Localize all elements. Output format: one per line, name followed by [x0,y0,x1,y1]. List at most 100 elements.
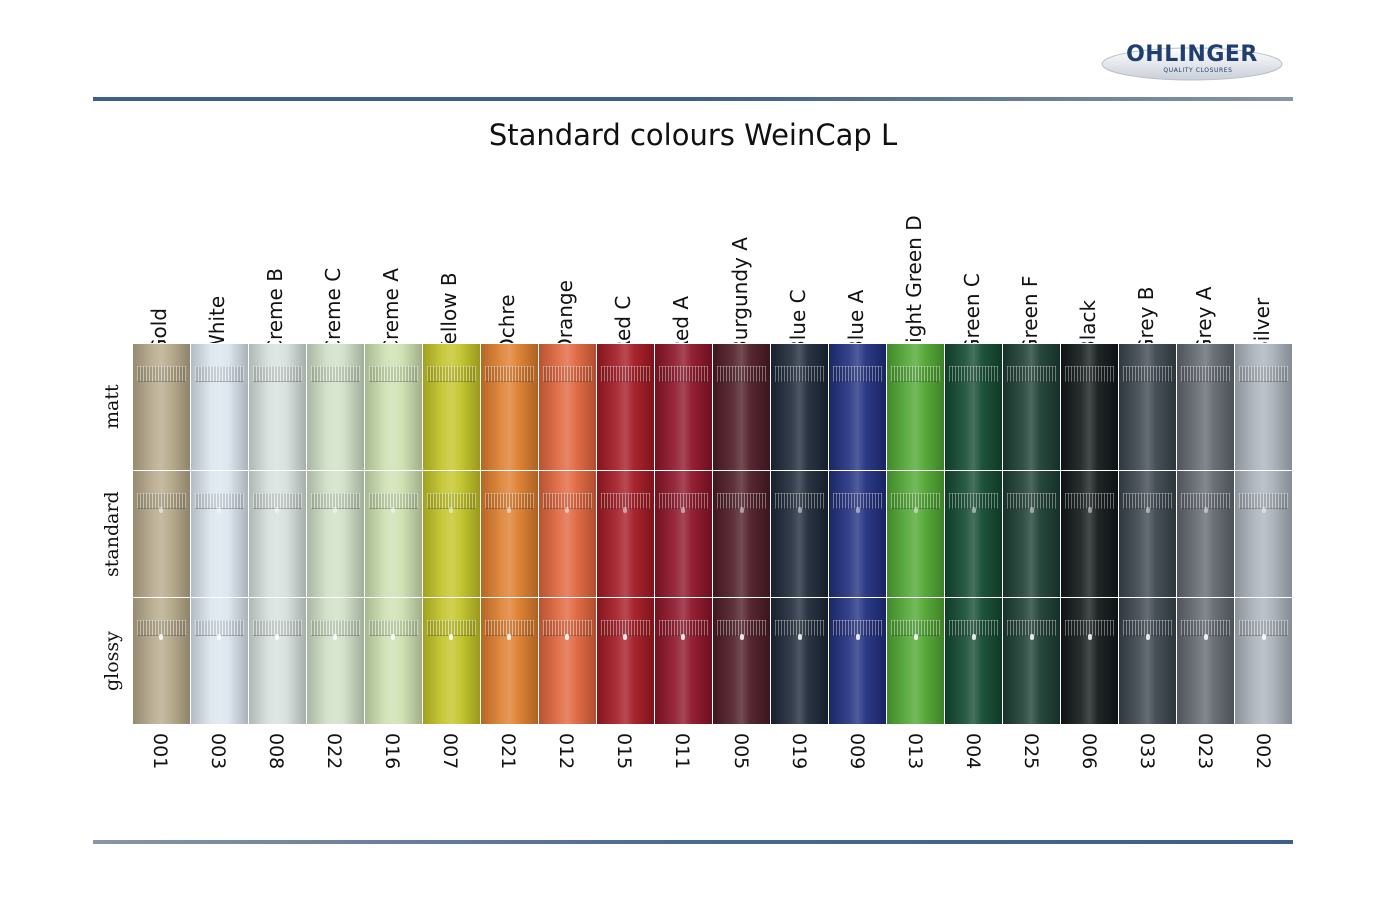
logo-wordmark: OHLINGER [1126,42,1258,67]
gloss-highlight [1087,506,1092,513]
swatch-shading [1003,598,1061,725]
gloss-highlight [913,634,918,641]
colour-code-label: 016 [381,733,404,773]
colour-code-text: 009 [845,733,868,770]
colour-swatch-glossy [132,598,190,725]
colour-swatch-standard [713,470,771,598]
colour-swatch-standard [1061,470,1119,598]
swatch-shading [713,470,771,598]
gloss-highlight [565,634,570,641]
colour-swatch-matt [538,343,596,470]
colour-code-text: 003 [207,733,230,770]
colour-swatch-standard [364,470,422,598]
gloss-highlight [275,506,280,513]
cap-knurl-ridges [1181,492,1231,509]
colour-swatch-standard [596,470,654,598]
colour-swatch-matt [422,343,480,470]
colour-code-label: 015 [613,733,635,773]
gloss-highlight [623,506,628,513]
gloss-highlight [855,634,860,641]
swatch-shading [829,470,887,598]
colour-swatch-matt [1177,343,1235,470]
colour-swatch-matt [248,343,306,470]
swatch-shading [480,343,538,470]
colour-swatch-glossy [190,598,248,725]
colour-swatch-glossy [1061,598,1119,725]
colour-swatch-matt [654,343,712,470]
colour-code-text: 022 [323,733,346,770]
colour-swatch-matt [887,343,945,470]
colour-swatch-standard [1003,470,1061,598]
colour-code-label: 001 [149,733,172,773]
cap-knurl-ridges [542,492,592,509]
swatch-shading [538,598,596,725]
colour-swatch-glossy [654,598,712,725]
gloss-highlight [1203,634,1208,641]
swatch-shading [887,343,945,470]
header-divider [93,97,1293,101]
swatch-shading [364,470,422,598]
swatch-shading [480,598,538,725]
swatch-shading [248,343,306,470]
gloss-highlight [333,506,338,513]
cap-knurl-ridges [1065,365,1115,382]
colour-code-text: 021 [497,733,520,770]
gloss-highlight [681,506,686,513]
gloss-highlight [159,634,164,641]
swatch-shading [1003,343,1061,470]
colour-swatch-matt [306,343,364,470]
colour-code-label: 013 [904,733,926,773]
gloss-highlight [1261,634,1266,641]
colour-swatch-standard [771,470,829,598]
swatch-shading [713,343,771,470]
gloss-highlight [217,506,222,513]
gloss-highlight [1029,634,1034,641]
colour-code-text: 001 [149,733,172,770]
gloss-highlight [159,506,164,513]
swatch-shading [887,598,945,725]
colour-code-label: 033 [1135,733,1158,773]
swatch-shading [1061,343,1119,470]
gloss-highlight [333,634,338,641]
cap-knurl-ridges [833,365,883,382]
colour-code-label: 019 [788,733,810,773]
gloss-highlight [739,506,744,513]
swatch-shading [190,470,248,598]
colour-swatch-standard [1235,470,1293,598]
colour-swatch-matt [132,343,190,470]
cap-knurl-ridges [949,365,999,382]
colour-swatch-matt [596,343,654,470]
colour-swatch-grid [132,343,1293,725]
gloss-highlight [1087,634,1092,641]
gloss-highlight [1261,506,1266,513]
logo-oval [1101,47,1283,81]
colour-swatch-matt [480,343,538,470]
swatch-shading [248,598,306,725]
cap-knurl-ridges [949,492,999,509]
swatch-shading [190,343,248,470]
colour-swatch-glossy [422,598,480,725]
swatch-shading [538,470,596,598]
cap-knurl-ridges [484,492,534,509]
colour-code-text: 004 [961,733,984,770]
colour-code-label: 012 [555,733,578,773]
swatch-shading [132,470,190,598]
colour-swatch-standard [887,470,945,598]
colour-swatch-glossy [364,598,422,725]
colour-code-text: 016 [381,733,404,770]
colour-code-text: 033 [1135,733,1158,770]
swatch-shading [771,343,829,470]
colour-code-text: 012 [555,733,578,770]
cap-knurl-ridges [1181,365,1231,382]
swatch-shading [422,598,480,725]
swatch-shading [480,470,538,598]
row-label-text: matt [101,384,123,429]
swatch-shading [596,470,654,598]
colour-swatch-standard [945,470,1003,598]
colour-swatch-standard [480,470,538,598]
swatch-shading [1177,470,1235,598]
gloss-highlight [1029,506,1034,513]
swatch-shading [1061,598,1119,725]
colour-code-text: 011 [671,733,694,770]
cap-knurl-ridges [833,492,883,509]
